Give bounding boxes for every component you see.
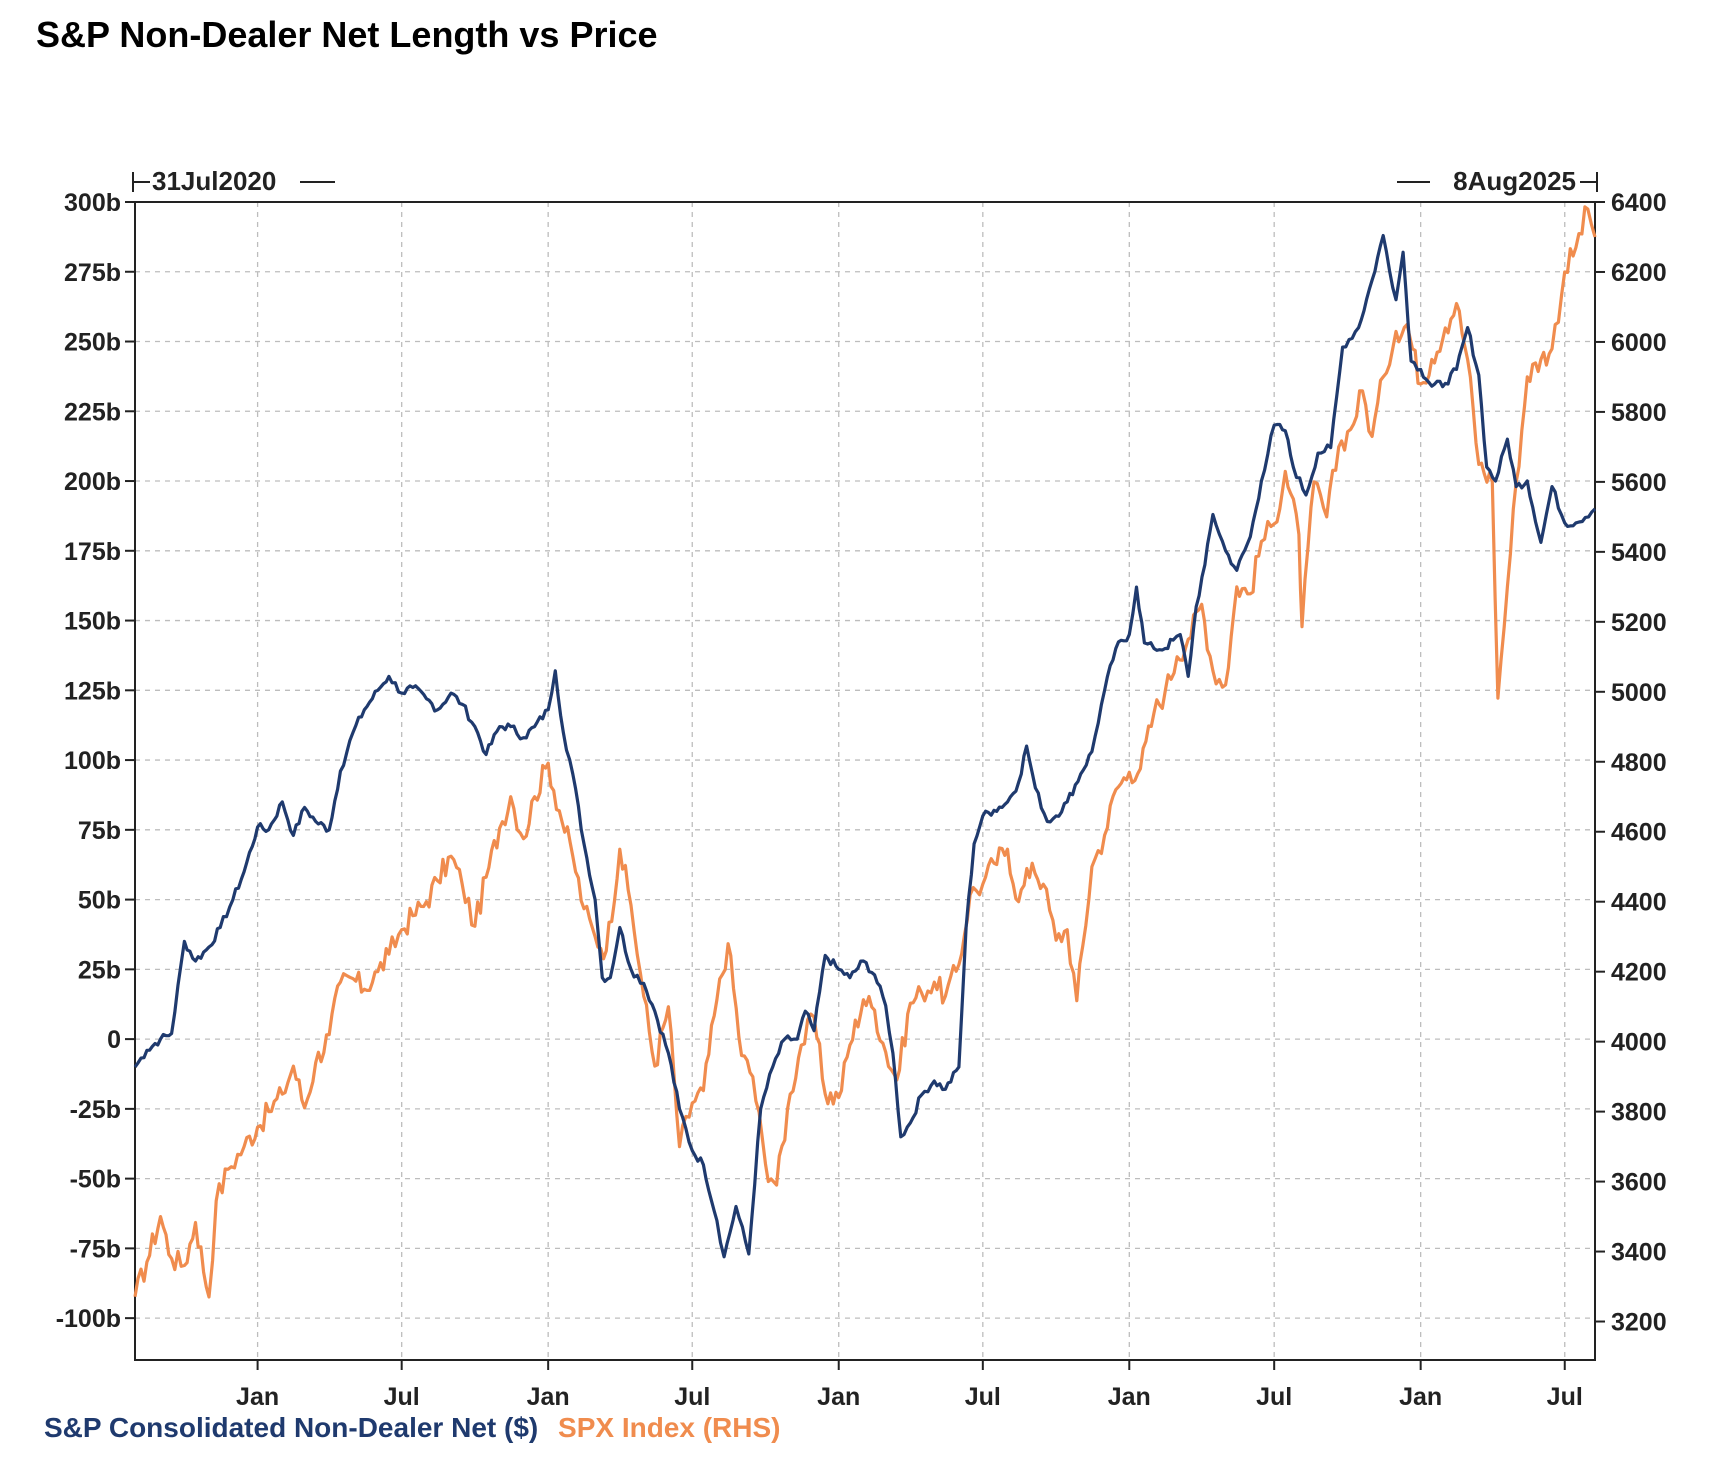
left-tick-label: -50b [70, 1166, 121, 1194]
x-tick-label: Jan [817, 1383, 860, 1411]
left-tick-label: 150b [64, 608, 121, 636]
x-tick-label: Jan [1108, 1383, 1151, 1411]
left-tick-label: 225b [64, 398, 121, 426]
axes: 300b 275b 250b 225b 200b 175b 150b 125b 100b 75b 5… [56, 189, 1667, 1411]
legend: S&P Consolidated Non-Dealer Net ($) SPX … [44, 1412, 793, 1444]
plot-frame [134, 201, 1596, 1361]
right-tick-label: 4000 [1611, 1029, 1667, 1057]
x-tick-label: Jan [236, 1383, 279, 1411]
right-tick-label: 6400 [1611, 189, 1667, 217]
left-tick-label: -75b [70, 1235, 121, 1263]
left-tick-label: 125b [64, 677, 121, 705]
series-line-spx [133, 205, 1597, 1299]
left-tick-label: 250b [64, 329, 121, 357]
right-tick-label: 3600 [1611, 1169, 1667, 1197]
right-tick-label: 3200 [1611, 1309, 1667, 1337]
right-tick-label: 4200 [1611, 959, 1667, 987]
x-tick-label: Jul [674, 1383, 710, 1411]
end-date-marker: 8Aug2025 [1453, 166, 1576, 196]
left-tick-label: 175b [64, 538, 121, 566]
right-tick-label: 4400 [1611, 889, 1667, 917]
legend-series-spx: SPX Index (RHS) [558, 1412, 781, 1443]
left-tick-label: 300b [64, 189, 121, 217]
right-tick-label: 6200 [1611, 259, 1667, 287]
legend-series-net-length: S&P Consolidated Non-Dealer Net ($) [44, 1412, 539, 1443]
x-tick-label: Jan [1399, 1383, 1442, 1411]
series-line-net-length [133, 233, 1597, 1259]
date-range-markers: 31Jul2020 8Aug2025 [132, 166, 1598, 196]
right-tick-label: 3800 [1611, 1099, 1667, 1127]
grid-lines [135, 201, 1595, 1360]
right-tick-label: 4800 [1611, 749, 1667, 777]
x-tick-label: Jul [965, 1383, 1001, 1411]
left-tick-label: 25b [78, 956, 121, 984]
left-tick-label: 50b [78, 887, 121, 915]
right-tick-label: 3400 [1611, 1239, 1667, 1267]
right-tick-label: 5200 [1611, 609, 1667, 637]
start-date-marker: 31Jul2020 [152, 166, 276, 196]
left-tick-label: 0 [107, 1026, 121, 1054]
left-tick-label: 75b [78, 817, 121, 845]
right-tick-label: 5800 [1611, 399, 1667, 427]
left-tick-label: -100b [56, 1305, 121, 1333]
x-tick-label: Jul [384, 1383, 420, 1411]
chart-title: S&P Non-Dealer Net Length vs Price [36, 14, 658, 55]
left-tick-label: 200b [64, 468, 121, 496]
x-tick-label: Jul [1547, 1383, 1583, 1411]
right-tick-label: 5600 [1611, 469, 1667, 497]
right-tick-label: 6000 [1611, 329, 1667, 357]
x-tick-label: Jan [527, 1383, 570, 1411]
right-tick-label: 4600 [1611, 819, 1667, 847]
left-tick-label: 275b [64, 259, 121, 287]
series-lines [133, 205, 1597, 1299]
left-tick-label: -25b [70, 1096, 121, 1124]
right-tick-label: 5000 [1611, 679, 1667, 707]
right-tick-label: 5400 [1611, 539, 1667, 567]
x-tick-label: Jul [1256, 1383, 1292, 1411]
left-tick-label: 100b [64, 747, 121, 775]
